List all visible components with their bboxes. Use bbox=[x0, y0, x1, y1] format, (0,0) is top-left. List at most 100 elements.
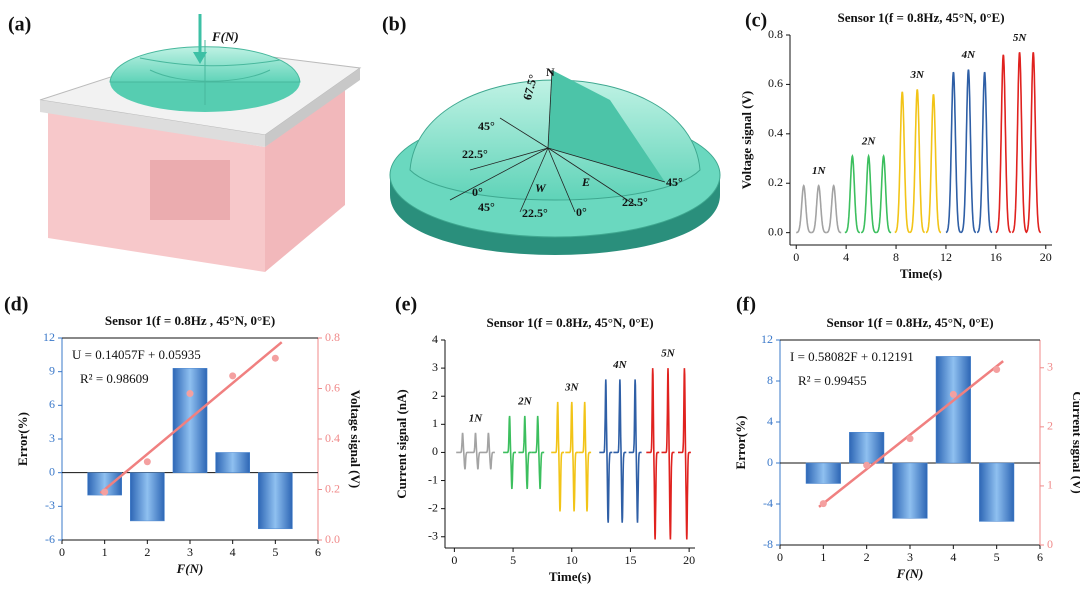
angle-label: 22.5° bbox=[462, 147, 488, 161]
current-pulse bbox=[565, 401, 579, 512]
annotation: U = 0.14057F + 0.05935 bbox=[72, 347, 201, 362]
voltage-pulse bbox=[860, 153, 877, 234]
data-point bbox=[863, 461, 871, 469]
x-tick-label: 20 bbox=[683, 553, 695, 567]
angle-label: E bbox=[581, 175, 590, 189]
panel-tag: (b) bbox=[382, 14, 406, 36]
series-label: 3N bbox=[910, 69, 926, 81]
error-bar bbox=[979, 462, 1015, 522]
y-axis-label: Error(%) bbox=[733, 416, 748, 470]
series-label: 5N bbox=[661, 348, 676, 360]
y-tick-label: 3 bbox=[49, 431, 55, 445]
y-tick-label: 0.2 bbox=[768, 175, 783, 189]
panel-tag: (a) bbox=[8, 14, 31, 36]
x-tick-label: 6 bbox=[315, 545, 321, 559]
voltage-pulse bbox=[909, 89, 926, 234]
x-tick-label: 4 bbox=[843, 250, 849, 264]
x-tick-label: 3 bbox=[907, 550, 913, 564]
annotation: R² = 0.99455 bbox=[798, 373, 867, 388]
x-tick-label: 10 bbox=[566, 553, 578, 567]
x-tick-label: 6 bbox=[1037, 550, 1043, 564]
series-label: 3N bbox=[564, 381, 580, 393]
angle-label: 45° bbox=[478, 200, 495, 214]
voltage-pulse bbox=[945, 71, 962, 234]
x-tick-label: 0 bbox=[793, 250, 799, 264]
voltage-pulse bbox=[796, 184, 812, 234]
y2-tick-label: 0 bbox=[1047, 537, 1053, 551]
y-tick-label: 6 bbox=[49, 397, 55, 411]
angle-label: W bbox=[535, 181, 547, 195]
voltage-pulse bbox=[960, 69, 977, 234]
annotation: R² = 0.98609 bbox=[80, 371, 149, 386]
sensor-box-illustration bbox=[39, 14, 362, 272]
y-tick-label: 2 bbox=[432, 388, 438, 402]
angle-labels: N 67.5° 45° 22.5° 0° W E 45° 22.5° 0° 22… bbox=[462, 65, 683, 220]
y-tick-label: 12 bbox=[43, 330, 55, 344]
panel-tag: (d) bbox=[4, 294, 28, 316]
error-bar bbox=[130, 472, 165, 522]
series-label: 4N bbox=[612, 359, 628, 371]
x-axis-label: Time(s) bbox=[900, 266, 942, 281]
current-pulse bbox=[469, 432, 482, 470]
y-tick-label: -1 bbox=[428, 472, 438, 486]
current-pulse bbox=[661, 368, 675, 540]
x-axis-label: F(N) bbox=[176, 561, 204, 576]
y2-axis-label: Current signal (V) bbox=[1070, 391, 1080, 493]
x-tick-label: 1 bbox=[820, 550, 826, 564]
data-point bbox=[101, 488, 109, 496]
angle-label: 45° bbox=[666, 175, 683, 189]
y-tick-label: 0 bbox=[432, 444, 438, 458]
y-tick-label: 4 bbox=[432, 332, 438, 346]
error-bar bbox=[258, 472, 293, 530]
x-tick-label: 3 bbox=[187, 545, 193, 559]
y-tick-label: 8 bbox=[767, 373, 773, 387]
y2-tick-label: 0.4 bbox=[325, 431, 340, 445]
x-tick-label: 5 bbox=[994, 550, 1000, 564]
error-bar bbox=[892, 462, 928, 519]
x-tick-label: 15 bbox=[624, 553, 636, 567]
chart-title: Sensor 1(f = 0.8Hz, 45°N, 0°E) bbox=[826, 315, 993, 330]
panel-tag: (f) bbox=[736, 294, 756, 316]
y-tick-label: -6 bbox=[45, 532, 55, 546]
y-tick-label: 1 bbox=[432, 416, 438, 430]
data-point bbox=[819, 500, 827, 508]
angle-label: 0° bbox=[576, 205, 587, 219]
y-tick-label: 12 bbox=[761, 332, 773, 346]
fit-line bbox=[99, 341, 283, 495]
voltage-pulse bbox=[1025, 52, 1042, 234]
error-bar bbox=[172, 368, 208, 473]
current-pulse bbox=[678, 368, 691, 540]
current-pulse bbox=[531, 415, 545, 490]
y-axis-label: Voltage signal (V) bbox=[739, 91, 754, 189]
y2-tick-label: 0.6 bbox=[325, 380, 340, 394]
x-tick-label: 2 bbox=[144, 545, 150, 559]
y-tick-label: -2 bbox=[428, 500, 438, 514]
y2-tick-label: 3 bbox=[1047, 360, 1053, 374]
series-label: 1N bbox=[812, 165, 827, 177]
voltage-pulse bbox=[894, 91, 911, 234]
angle-label: 0° bbox=[472, 185, 483, 199]
current-pulse bbox=[482, 432, 495, 470]
angle-label: 67.5° bbox=[520, 73, 540, 102]
chart-title: Sensor 1(f = 0.8Hz, 45°N, 0°E) bbox=[486, 315, 653, 330]
voltage-pulse bbox=[875, 154, 892, 234]
angle-label: N bbox=[546, 65, 555, 79]
y-tick-label: -3 bbox=[45, 498, 55, 512]
y2-tick-label: 0.8 bbox=[325, 330, 340, 344]
voltage-pulse bbox=[995, 54, 1012, 234]
error-bar bbox=[805, 462, 841, 484]
current-pulse bbox=[503, 415, 516, 490]
y2-tick-label: 0.0 bbox=[325, 532, 340, 546]
voltage-pulse bbox=[1011, 52, 1028, 234]
y-tick-label: -8 bbox=[763, 537, 773, 551]
error-bar bbox=[849, 432, 885, 464]
x-axis-label: F(N) bbox=[896, 566, 924, 581]
x-tick-label: 8 bbox=[893, 250, 899, 264]
y2-tick-label: 2 bbox=[1047, 419, 1053, 433]
x-tick-label: 0 bbox=[451, 553, 457, 567]
x-tick-label: 5 bbox=[272, 545, 278, 559]
y-tick-label: 0.6 bbox=[768, 76, 783, 90]
data-point bbox=[229, 372, 237, 380]
data-point bbox=[906, 435, 914, 443]
